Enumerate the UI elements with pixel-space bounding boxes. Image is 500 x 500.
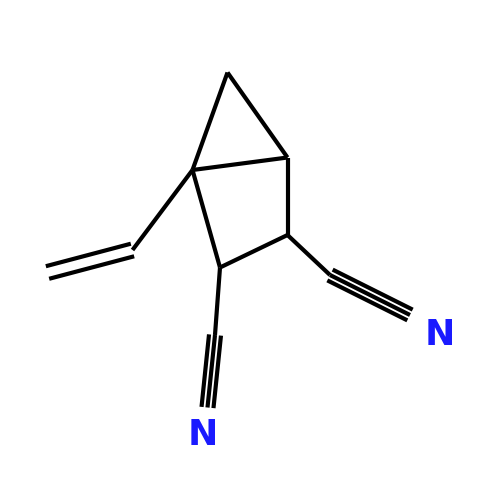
Text: N: N	[188, 418, 218, 452]
Text: N: N	[425, 318, 455, 352]
